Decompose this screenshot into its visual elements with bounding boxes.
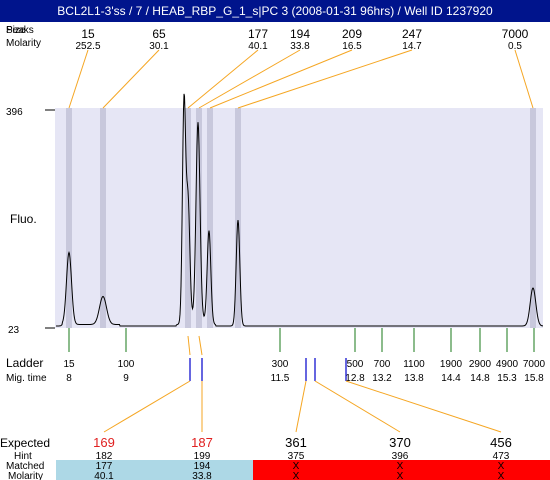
- expected-value: 361: [285, 435, 307, 450]
- ladder-size-label: 1900: [440, 359, 463, 370]
- peak-leader-247: [237, 49, 413, 109]
- ladder-size-label: 7000: [523, 359, 546, 370]
- y-axis-min-label: 23: [8, 325, 20, 336]
- hint-value: 182: [96, 451, 113, 462]
- ladder-size-label: 2900: [469, 359, 492, 370]
- expected-leader-lines: [103, 335, 502, 433]
- peak-leader-7000: [514, 49, 534, 109]
- plot-area: [55, 108, 543, 328]
- ladder-size-label: 100: [118, 359, 135, 370]
- matched-value: X: [498, 461, 505, 472]
- peak-leader-177: [187, 49, 259, 109]
- ladder-size-label: 1100: [403, 359, 425, 370]
- molarity-value: 33.8: [192, 471, 212, 480]
- matched-value: 177: [96, 461, 113, 472]
- peak-size-label: 7000: [502, 27, 529, 41]
- peak-molarity-label: 16.5: [342, 41, 362, 52]
- peak-size-label: 209: [342, 27, 362, 41]
- peak-leader-lines: [68, 49, 534, 109]
- ladder-size-label: 300: [272, 359, 289, 370]
- hint-value: 375: [288, 451, 305, 462]
- expected-value: 169: [93, 435, 115, 450]
- peak-to-marker-leader: [187, 335, 191, 356]
- peak-molarity-label: 33.8: [290, 41, 310, 52]
- peak-size-label: 65: [152, 27, 166, 41]
- ladder-migtime-label: 15.8: [524, 373, 544, 384]
- peak-leader-65: [102, 49, 160, 109]
- peak-band-65: [100, 108, 106, 328]
- peak-molarity-label: 0.5: [508, 41, 522, 52]
- expected-value: 456: [490, 435, 512, 450]
- peak-size-label: 247: [402, 27, 422, 41]
- peak-molarity-label: 30.1: [149, 41, 169, 52]
- hint-value: 199: [194, 451, 211, 462]
- peak-molarity-label: 14.7: [402, 41, 422, 52]
- y-axis-max-label: 396: [6, 107, 23, 118]
- expected-value: 370: [389, 435, 411, 450]
- ladder-markers: 15 8 100 9 300 11.5 500 12.8 700 13.2 1100 13.8 1900…: [63, 328, 546, 384]
- ladder-migtime-label: 13.8: [404, 373, 424, 384]
- expected-leader-456: [345, 380, 502, 433]
- size-row-label: Size: [6, 25, 26, 36]
- ladder-migtime-label: 13.2: [372, 373, 392, 384]
- blue-peak-markers: [189, 358, 347, 381]
- ladder-size-label: 700: [374, 359, 391, 370]
- peak-highlight-bands: [66, 108, 536, 328]
- peak-molarity-label: 40.1: [248, 41, 268, 52]
- ladder-size-label: 4900: [496, 359, 519, 370]
- matched-fail-band: [253, 460, 550, 480]
- peak-band-177: [185, 108, 191, 328]
- expected-table: 16918217740.118719919433.8361375XX370396…: [93, 435, 512, 480]
- molarity-value: X: [397, 471, 404, 480]
- molarity-value: 40.1: [94, 471, 114, 480]
- ladder-migtime-label: 15.3: [497, 373, 517, 384]
- ladder-migtime-label: 12.8: [345, 373, 365, 384]
- molarity-value: X: [498, 471, 505, 480]
- peak-size-label: 15: [81, 27, 95, 41]
- ladder-migtime-label: 11.5: [271, 373, 290, 384]
- ladder-size-label: 15: [63, 359, 75, 370]
- peaks-row-label: Peaks: [6, 25, 34, 36]
- ladder-migtime-label: 14.8: [470, 373, 490, 384]
- peak-band-209: [207, 108, 213, 328]
- ladder-migtime-label: 14.4: [441, 373, 461, 384]
- hint-value: 396: [392, 451, 409, 462]
- expected-leader-169: [103, 380, 191, 433]
- matched-value: X: [293, 461, 300, 472]
- peak-leader-209: [209, 49, 353, 109]
- ladder-row-label: Ladder: [6, 356, 43, 370]
- expected-leader-361: [295, 380, 307, 433]
- mig-time-row-label: Mig. time: [6, 373, 47, 384]
- y-axis-title: Fluo.: [10, 212, 37, 226]
- peak-leader-194: [198, 49, 301, 109]
- peak-band-194: [196, 108, 202, 328]
- peak-band-15: [66, 108, 72, 328]
- peak-molarity-label: 252.5: [75, 41, 100, 52]
- matched-value: X: [397, 461, 404, 472]
- matched-ok-band: [56, 460, 253, 480]
- peak-size-label: 194: [290, 27, 310, 41]
- expected-value: 187: [191, 435, 213, 450]
- peak-band-7000: [530, 108, 536, 328]
- fluorescence-trace: [56, 93, 543, 327]
- peak-leader-15: [68, 49, 89, 109]
- molarity-row-label-bottom: Molarity: [8, 471, 43, 480]
- matched-value: 194: [194, 461, 211, 472]
- hint-row-label: Hint: [14, 451, 32, 462]
- molarity-row-label: Molarity: [6, 38, 41, 49]
- matched-row-label: Matched: [6, 461, 44, 472]
- peak-to-marker-leader: [198, 335, 203, 356]
- window-title: BCL2L1-3'ss / 7 / HEAB_RBP_G_1_s|PC 3 (2…: [0, 0, 550, 22]
- peak-band-247: [235, 108, 241, 328]
- ladder-migtime-label: 9: [123, 373, 129, 384]
- ladder-size-label: 500: [347, 359, 364, 370]
- expected-leader-370: [314, 380, 401, 433]
- ladder-migtime-label: 8: [66, 373, 72, 384]
- expected-row-label: Expected: [0, 436, 50, 450]
- peak-size-label: 177: [248, 27, 268, 41]
- molarity-value: X: [293, 471, 300, 480]
- hint-value: 473: [493, 451, 510, 462]
